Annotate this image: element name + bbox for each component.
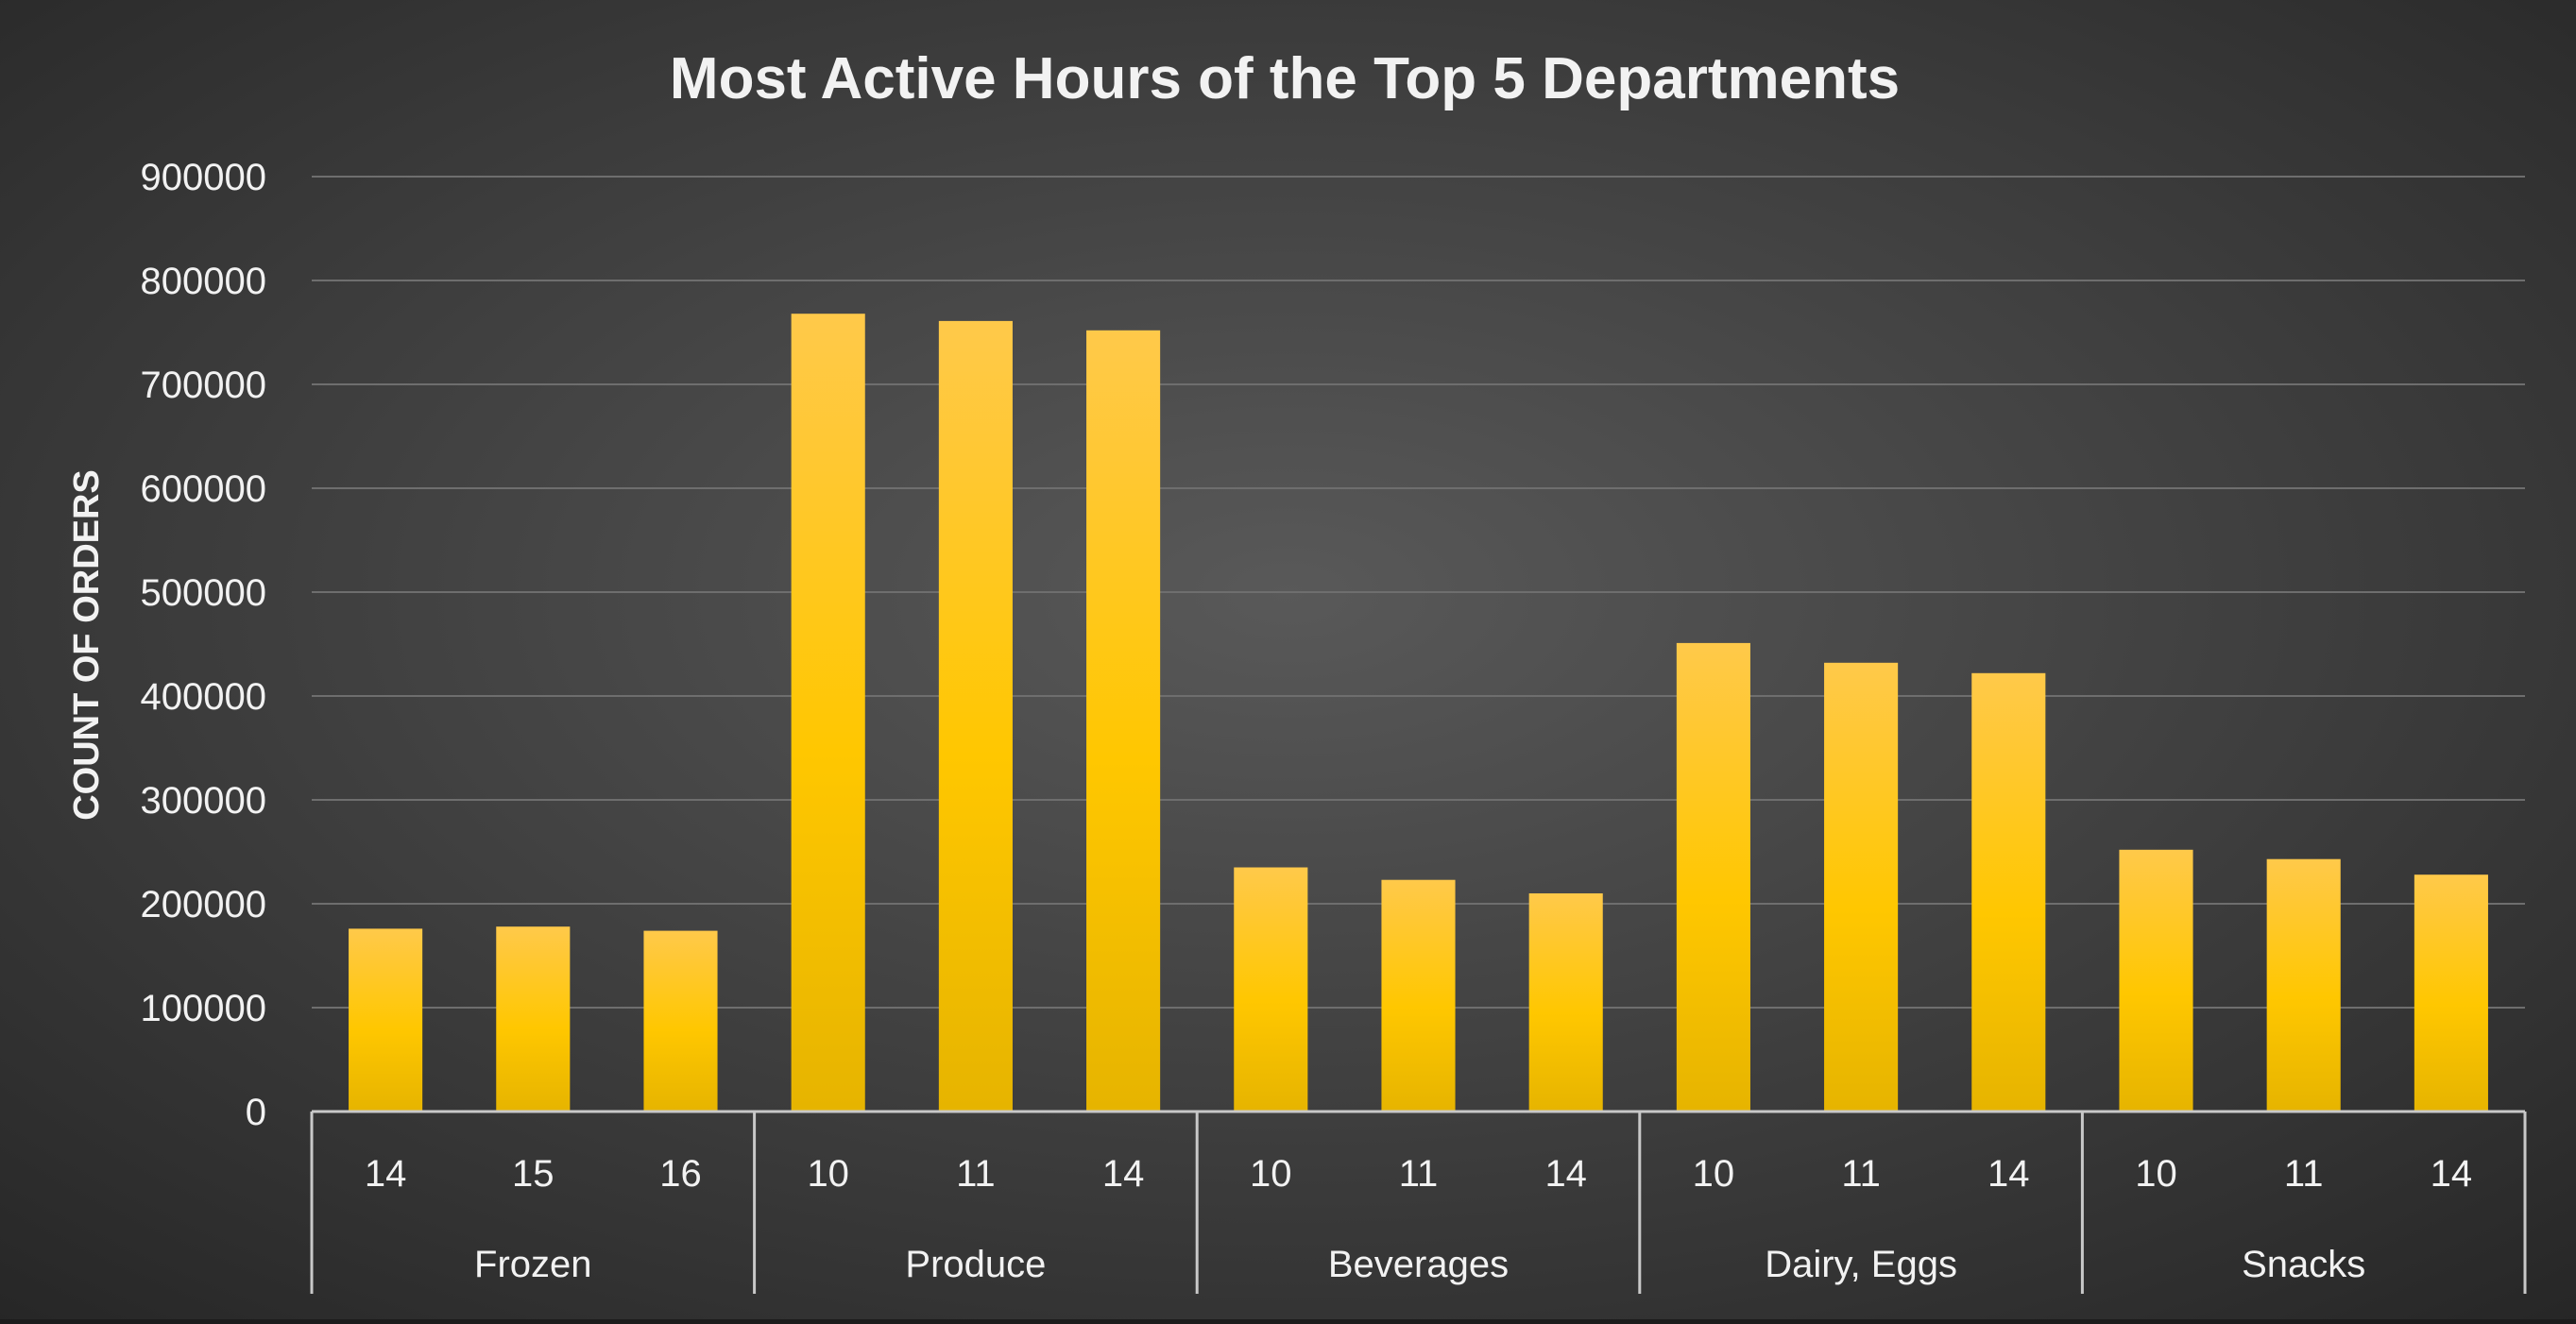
- department-label: Produce: [905, 1244, 1046, 1285]
- bar: [349, 928, 423, 1112]
- y-tick-label: 0: [246, 1092, 266, 1133]
- bar: [2119, 849, 2193, 1112]
- hour-tick-label: 10: [1693, 1153, 1735, 1195]
- department-label: Beverages: [1328, 1244, 1509, 1285]
- bar: [2266, 858, 2341, 1112]
- hour-tick-label: 11: [1399, 1153, 1439, 1195]
- department-label: Dairy, Eggs: [1765, 1244, 1957, 1285]
- chart-title: Most Active Hours of the Top 5 Departmen…: [670, 46, 1900, 111]
- bar: [1824, 662, 1899, 1112]
- bar: [791, 314, 865, 1112]
- hour-tick-label: 14: [2431, 1153, 2473, 1195]
- bar: [1234, 867, 1308, 1112]
- bar: [1971, 672, 2046, 1112]
- y-tick-label: 900000: [141, 157, 266, 198]
- y-tick-label: 300000: [141, 780, 266, 822]
- y-tick-label: 600000: [141, 468, 266, 510]
- hour-tick-label: 14: [1987, 1153, 2030, 1195]
- hour-tick-label: 11: [956, 1153, 996, 1195]
- bar: [1528, 893, 1603, 1112]
- bar: [643, 930, 718, 1112]
- hour-tick-label: 15: [512, 1153, 554, 1195]
- bar: [1086, 330, 1161, 1112]
- bar: [496, 926, 571, 1112]
- bar: [1676, 642, 1750, 1112]
- bars: [349, 314, 2488, 1112]
- hour-tick-label: 11: [1841, 1153, 1881, 1195]
- category-axis: [310, 1110, 2527, 1294]
- hour-tick-label: 10: [1250, 1153, 1292, 1195]
- department-label: Frozen: [474, 1244, 592, 1285]
- y-tick-label: 800000: [141, 261, 266, 302]
- hour-tick-label: 14: [1544, 1153, 1587, 1195]
- bar: [1381, 879, 1456, 1112]
- hour-tick-label: 14: [365, 1153, 407, 1195]
- y-tick-label: 200000: [141, 884, 266, 925]
- department-label: Snacks: [2242, 1244, 2365, 1285]
- hour-tick-label: 10: [2135, 1153, 2177, 1195]
- hour-tick-label: 10: [807, 1153, 849, 1195]
- hour-tick-label: 11: [2284, 1153, 2324, 1195]
- y-tick-label: 400000: [141, 676, 266, 718]
- axis-labels: 0 100000 200000 300000 400000 500000 600000 700…: [141, 157, 2473, 1285]
- bar: [2414, 874, 2488, 1112]
- y-axis-title: COUNT OF ORDERS: [67, 469, 107, 821]
- hour-tick-label: 14: [1102, 1153, 1145, 1195]
- y-tick-label: 500000: [141, 572, 266, 614]
- bar: [938, 320, 1013, 1112]
- hour-tick-label: 16: [659, 1153, 702, 1195]
- gridlines: [312, 176, 2525, 1009]
- y-tick-label: 100000: [141, 988, 266, 1029]
- y-tick-label: 700000: [141, 365, 266, 406]
